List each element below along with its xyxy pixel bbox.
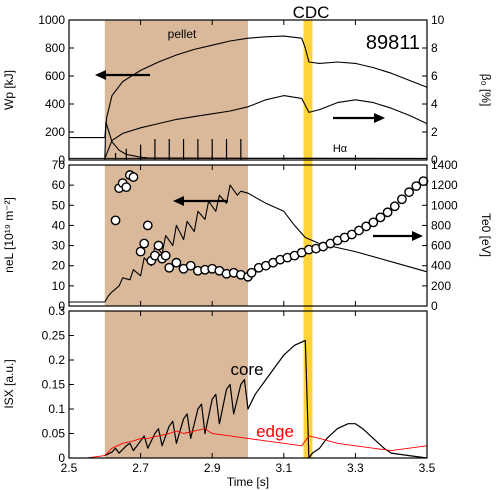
left-tick-label-2-2: 0.1 (48, 402, 65, 416)
x-tick-label-5: 3.5 (419, 461, 436, 475)
te0-point-6 (135, 246, 146, 257)
te0-point-43 (368, 217, 379, 228)
te0-point-44 (375, 212, 386, 223)
bottom-series-edge (69, 428, 428, 459)
te0-point-15 (171, 257, 182, 268)
data-layer (69, 35, 429, 459)
top-left-axis-title: Wp [kJ] (2, 70, 16, 110)
te0-point-46 (389, 201, 400, 212)
bottom-left-axis-title: ISX [a.u.] (2, 359, 16, 408)
x-tick-label-4: 3.3 (347, 461, 364, 475)
left-tick-label-1-2: 20 (52, 259, 66, 273)
te0-point-50 (418, 176, 429, 187)
te0-point-41 (354, 225, 364, 236)
shot-number: 89811 (366, 32, 420, 54)
te0-point-7 (139, 238, 150, 249)
x-tick-label-2: 2.9 (204, 461, 221, 475)
left-tick-label-0-1: 200 (45, 125, 65, 139)
left-tick-label-1-1: 10 (52, 279, 66, 293)
left-tick-label-2-5: 0.25 (42, 329, 66, 343)
middle-left-axis-title: neL [10¹⁹ m⁻²] (2, 197, 16, 273)
axis-labels: 0200400600800100002468100102030405060700… (2, 13, 493, 475)
x-axis-label: Time [s] (227, 475, 269, 489)
panel-frame-1 (68, 164, 428, 307)
left-tick-label-2-1: 0.05 (42, 427, 66, 441)
te0-point-5 (128, 172, 139, 182)
pellet-band-0 (104, 20, 248, 160)
right-tick-label-1-1: 200 (431, 279, 451, 293)
x-tick-label-0: 2.5 (61, 461, 78, 475)
te0-point-3 (121, 182, 132, 193)
shaded-intervals (104, 20, 313, 458)
top-right-axis-title: β₀ [%] (479, 74, 493, 107)
right-tick-label-1-6: 1200 (431, 178, 458, 192)
te0-point-42 (361, 221, 372, 232)
right-tick-label-0-5: 10 (431, 13, 445, 27)
te0-point-40 (346, 229, 357, 240)
pellet-band-2 (104, 311, 248, 458)
left-tick-label-1-4: 40 (52, 218, 66, 232)
te0-point-8 (142, 220, 153, 231)
right-tick-label-0-0: 0 (431, 153, 438, 167)
middle-right-arrow-head (412, 231, 423, 241)
h-alpha-label: Hα (333, 143, 348, 155)
top-series-0 (69, 35, 428, 139)
left-tick-label-0-4: 800 (45, 41, 65, 55)
right-tick-label-1-0: 0 (431, 299, 438, 313)
middle-series-line (69, 184, 428, 303)
left-tick-label-0-5: 1000 (38, 13, 65, 27)
pellet-label: pellet (168, 27, 197, 41)
cdc-label: CDC (293, 3, 330, 22)
middle-right-axis-title: Te0 [eV] (479, 213, 493, 257)
right-tick-label-1-7: 1400 (431, 158, 458, 172)
right-tick-label-0-3: 6 (431, 69, 438, 83)
left-tick-label-1-6: 60 (52, 178, 66, 192)
top-right-arrow-head (374, 113, 385, 123)
right-tick-label-0-4: 8 (431, 41, 438, 55)
right-tick-label-0-1: 2 (431, 125, 438, 139)
x-tick-label-1: 2.7 (132, 461, 149, 475)
left-tick-label-1-3: 30 (52, 239, 66, 253)
te0-point-48 (404, 187, 414, 198)
panel-frame-0 (68, 19, 428, 161)
panel-frames (68, 19, 428, 459)
left-tick-label-1-0: 0 (58, 299, 65, 313)
te0-point-47 (397, 194, 407, 205)
te0-point-49 (411, 181, 422, 192)
x-tick-label-3: 3.1 (275, 461, 292, 475)
te0-point-17 (185, 260, 196, 271)
te0-point-11 (153, 240, 164, 251)
left-tick-label-2-6: 0.3 (48, 304, 65, 318)
top-series-1 (104, 95, 428, 159)
right-tick-label-1-3: 600 (431, 239, 451, 253)
left-tick-label-0-3: 600 (45, 69, 65, 83)
panel-frame-2 (68, 310, 428, 459)
left-tick-label-0-2: 400 (45, 97, 65, 111)
te0-point-0 (110, 215, 121, 226)
edge-series-label: edge (256, 422, 294, 441)
left-tick-label-1-7: 70 (52, 158, 66, 172)
left-tick-label-2-0: 0 (58, 451, 65, 465)
right-tick-label-0-2: 4 (431, 97, 438, 111)
left-tick-label-1-5: 50 (52, 198, 66, 212)
right-tick-label-1-2: 400 (431, 259, 451, 273)
left-tick-label-0-0: 0 (58, 153, 65, 167)
middle-left-arrow-head (173, 196, 184, 206)
left-tick-label-2-3: 0.15 (42, 378, 66, 392)
te0-point-14 (164, 262, 175, 273)
right-tick-label-1-4: 800 (431, 218, 451, 232)
te0-point-45 (382, 207, 393, 218)
top-left-arrow-head (95, 70, 106, 80)
right-tick-label-1-5: 1000 (431, 198, 458, 212)
te0-point-13 (160, 250, 171, 261)
left-tick-label-2-4: 0.2 (48, 353, 65, 367)
te0-point-26 (246, 267, 257, 278)
core-series-label: core (230, 360, 263, 379)
